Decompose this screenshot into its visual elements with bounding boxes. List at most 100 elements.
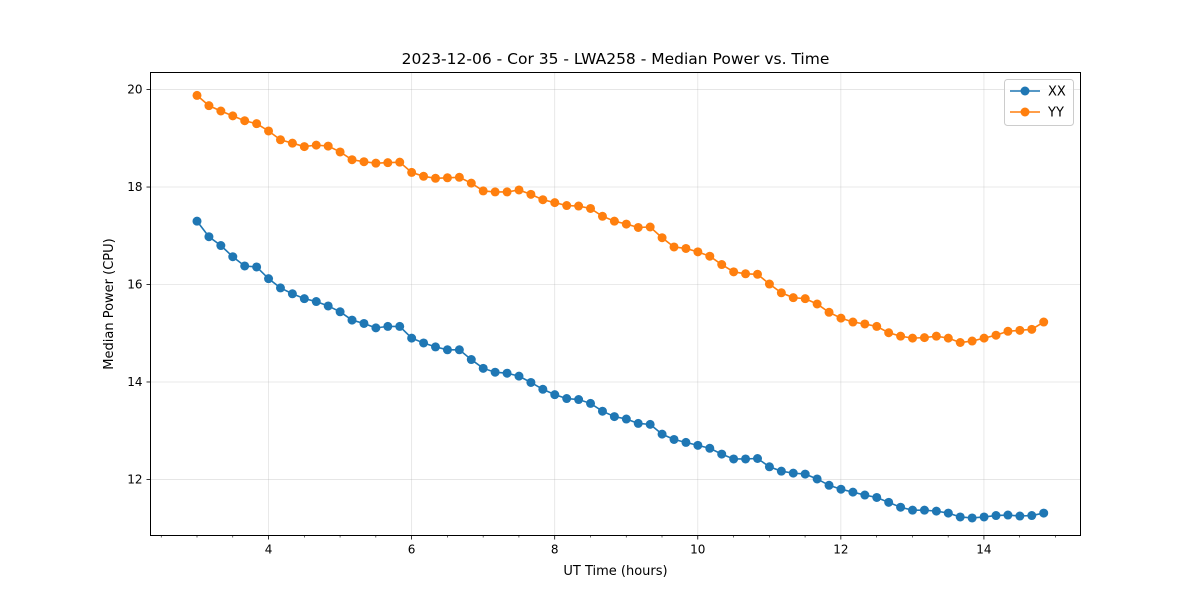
data-point-xx [395, 321, 405, 331]
data-point-xx [574, 395, 584, 405]
data-point-xx [1027, 511, 1037, 521]
data-point-xx [788, 468, 798, 478]
x-tick-label: 8 [551, 543, 559, 557]
data-point-xx [323, 301, 333, 311]
data-point-xx [275, 283, 285, 293]
data-point-xx [860, 490, 870, 500]
data-point-yy [407, 167, 417, 177]
data-point-xx [657, 429, 667, 439]
data-point-xx [955, 512, 965, 522]
data-point-xx [705, 443, 715, 453]
data-point-xx [669, 434, 679, 444]
data-point-xx [252, 262, 262, 272]
data-point-yy [502, 187, 512, 197]
data-point-yy [848, 317, 858, 327]
data-point-yy [514, 185, 524, 195]
data-point-yy [621, 219, 631, 229]
data-point-xx [264, 274, 274, 284]
data-point-yy [442, 173, 452, 183]
data-point-yy [347, 155, 357, 165]
data-point-yy [645, 222, 655, 232]
data-point-yy [574, 201, 584, 211]
y-tick-label: 20 [127, 83, 142, 97]
data-point-yy [490, 187, 500, 197]
data-point-xx [979, 512, 989, 522]
data-point-xx [908, 505, 918, 515]
data-point-xx [1003, 510, 1013, 520]
data-point-yy [192, 90, 202, 100]
data-point-xx [729, 454, 739, 464]
data-point-xx [466, 355, 476, 365]
data-point-yy [776, 288, 786, 298]
data-point-xx [240, 261, 250, 271]
grid [150, 72, 1081, 536]
data-point-xx [204, 232, 214, 242]
data-point-yy [371, 158, 381, 168]
data-point-yy [287, 138, 297, 148]
legend-marker-yy [1020, 107, 1030, 117]
data-point-xx [776, 466, 786, 476]
series-group [192, 90, 1049, 523]
data-point-xx [311, 297, 321, 307]
data-point-yy [383, 158, 393, 168]
data-point-yy [943, 333, 953, 343]
y-tick-label: 18 [127, 180, 142, 194]
data-point-yy [872, 321, 882, 331]
data-point-xx [872, 492, 882, 502]
legend: XX YY [1004, 79, 1074, 126]
data-point-xx [943, 508, 953, 518]
data-point-yy [395, 157, 405, 167]
data-point-xx [562, 394, 572, 404]
x-tick-label: 10 [690, 543, 705, 557]
y-tick-label: 12 [127, 472, 142, 486]
data-point-yy [454, 172, 464, 182]
data-point-xx [753, 454, 762, 463]
data-point-yy [657, 233, 667, 243]
y-axis-title: Median Power (CPU) [102, 238, 117, 369]
data-point-yy [741, 269, 751, 279]
data-point-xx [383, 321, 393, 331]
data-point-xx [1015, 511, 1025, 521]
data-point-xx [693, 440, 703, 450]
data-point-xx [442, 345, 452, 355]
data-point-xx [884, 497, 894, 507]
data-point-xx [502, 368, 512, 378]
data-point-xx [681, 437, 691, 447]
data-point-yy [919, 333, 929, 343]
data-point-yy [538, 195, 548, 205]
data-point-yy [216, 106, 226, 116]
data-point-xx [967, 513, 977, 523]
data-point-xx [431, 342, 441, 352]
data-point-yy [1003, 326, 1013, 336]
data-point-xx [1039, 508, 1049, 518]
data-point-xx [764, 462, 774, 472]
data-point-yy [1027, 324, 1037, 334]
data-point-xx [812, 474, 822, 484]
legend-marker-xx [1020, 86, 1030, 96]
data-point-xx [586, 398, 596, 408]
data-point-yy [991, 330, 1001, 340]
legend-label-yy: YY [1047, 106, 1064, 121]
data-point-xx [645, 419, 655, 429]
data-point-yy [669, 242, 679, 252]
data-point-yy [526, 189, 536, 199]
data-point-yy [586, 203, 596, 213]
data-point-xx [514, 371, 524, 381]
data-point-xx [919, 505, 929, 515]
data-point-xx [216, 241, 226, 251]
x-tick-label: 6 [408, 543, 416, 557]
data-point-yy [753, 269, 762, 279]
data-point-yy [884, 328, 894, 338]
data-point-xx [490, 367, 500, 377]
data-point-yy [609, 216, 619, 226]
x-axis-title: UT Time (hours) [563, 564, 667, 579]
data-point-yy [896, 331, 906, 341]
data-point-yy [681, 243, 691, 253]
data-point-xx [597, 406, 607, 416]
data-point-yy [335, 147, 345, 157]
data-point-xx [371, 323, 381, 333]
data-point-xx [299, 294, 309, 304]
x-tick-label: 14 [976, 543, 991, 557]
data-point-xx [526, 377, 536, 387]
data-point-yy [824, 307, 834, 317]
